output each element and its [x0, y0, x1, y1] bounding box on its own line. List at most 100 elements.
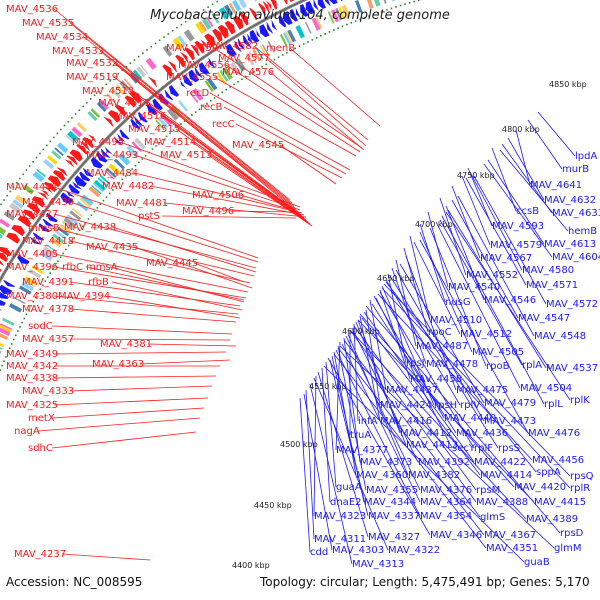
reverse-gene-arrow — [226, 43, 237, 57]
gene-label: MAV_4559 — [166, 43, 218, 54]
leader-line — [69, 281, 241, 307]
forward-gene-arrow — [17, 215, 32, 228]
tick-dot — [167, 33, 170, 35]
category-block-inner — [104, 169, 115, 180]
forward-gene-arrow — [0, 260, 5, 266]
gene-label: MAV_4506 — [192, 190, 244, 201]
tick-dot — [253, 70, 255, 73]
gene-label: mmsB — [28, 223, 60, 234]
gene-label: MAV_4357 — [22, 334, 74, 345]
tick-dot — [59, 256, 62, 259]
leader-line — [99, 50, 297, 210]
category-block-inner — [391, 0, 396, 2]
leader-line — [119, 141, 301, 208]
gene-label: recB — [200, 102, 223, 113]
leader-line — [51, 325, 233, 335]
tick-dot — [328, 31, 331, 33]
gene-label: secY — [452, 443, 476, 454]
category-block-inner — [366, 0, 374, 9]
leader-line — [491, 147, 517, 212]
tick-dot — [241, 78, 243, 80]
gene-label: rpsS — [498, 443, 520, 454]
genome-backbone-core — [0, 0, 306, 282]
leader-line — [53, 375, 217, 379]
leader-line — [213, 76, 357, 157]
gene-label: MAV_4478 — [426, 359, 478, 370]
tick-dot — [180, 23, 183, 26]
reverse-gene-arrow — [42, 218, 54, 227]
forward-gene-arrow — [43, 181, 56, 193]
leader-line — [69, 240, 251, 284]
leader-line — [507, 137, 545, 201]
tick-dot — [261, 65, 263, 68]
tick-dot — [67, 120, 69, 123]
tick-dot — [118, 182, 120, 184]
category-block-inner — [261, 44, 270, 56]
tick-dot — [350, 22, 353, 24]
tick-dot — [89, 98, 92, 100]
tick-dot — [216, 0, 218, 3]
category-block — [54, 147, 64, 157]
gene-label: MAV_4456 — [532, 455, 584, 466]
gene-label: MAV_4540 — [448, 282, 500, 293]
tick-dot — [381, 10, 384, 13]
gene-label: rpoC — [428, 327, 452, 338]
gene-label: MAV_4427 — [6, 209, 58, 220]
category-block-inner — [222, 67, 233, 80]
kbp-tick-label: 4400 kbp — [232, 561, 270, 570]
gene-label: MAV_4342 — [6, 361, 58, 372]
category-block — [12, 199, 24, 209]
tick-dot — [154, 42, 157, 45]
tick-dot — [49, 140, 52, 143]
tick-dot — [207, 6, 209, 8]
tick-dot — [134, 164, 137, 167]
category-block — [223, 4, 234, 17]
leader-line — [339, 345, 555, 549]
gene-label: rplK — [570, 395, 590, 406]
reverse-gene-arrow — [83, 168, 94, 178]
category-block-inner — [338, 6, 345, 20]
tick-dot — [56, 132, 59, 135]
gene-label: MAV_4437 — [386, 385, 438, 396]
tick-dot — [44, 280, 47, 282]
forward-gene-arrow — [11, 224, 26, 237]
gene-label: MAV_4435 — [86, 242, 138, 253]
gene-label: glmS — [480, 512, 505, 523]
forward-gene-arrow — [82, 137, 94, 149]
gene-label: dnaE2 — [330, 497, 362, 508]
leader-line — [225, 64, 361, 153]
gene-label: MAV_4475 — [456, 385, 508, 396]
reverse-gene-arrow — [208, 57, 216, 69]
gene-label: MAV_4571 — [526, 280, 578, 291]
kbp-tick-label: 4500 kbp — [280, 440, 318, 449]
leader-line — [229, 210, 295, 213]
leader-line — [147, 343, 237, 347]
gene-label: MAV_4632 — [544, 195, 596, 206]
tick-dot — [46, 276, 49, 278]
tick-dot — [6, 194, 8, 197]
category-block-inner — [91, 184, 102, 195]
tick-dot — [408, 2, 411, 4]
forward-gene-arrow — [162, 64, 173, 77]
leader-line — [363, 311, 475, 463]
tick-dot — [158, 39, 161, 42]
tick-dot — [67, 244, 70, 247]
leader-line — [445, 211, 571, 401]
leader-line — [333, 353, 487, 549]
forward-gene-arrow — [6, 232, 20, 244]
gene-label: MAV_4391 — [22, 277, 74, 288]
gene-label: MAV_4327 — [368, 532, 420, 543]
leader-line — [329, 359, 369, 517]
gene-label: MAV_4237 — [14, 549, 66, 560]
category-block — [201, 18, 212, 30]
tick-dot — [163, 36, 165, 38]
category-block — [9, 202, 22, 214]
category-block — [65, 134, 75, 144]
reverse-gene-arrow — [119, 129, 130, 140]
gene-label: MAV_4338 — [6, 373, 58, 384]
leader-line — [399, 263, 485, 404]
forward-gene-arrow — [284, 0, 288, 5]
gene-label: MAV_4380 — [6, 291, 58, 302]
category-block-inner — [311, 17, 321, 31]
gene-label: MAV_4445 — [146, 258, 198, 269]
